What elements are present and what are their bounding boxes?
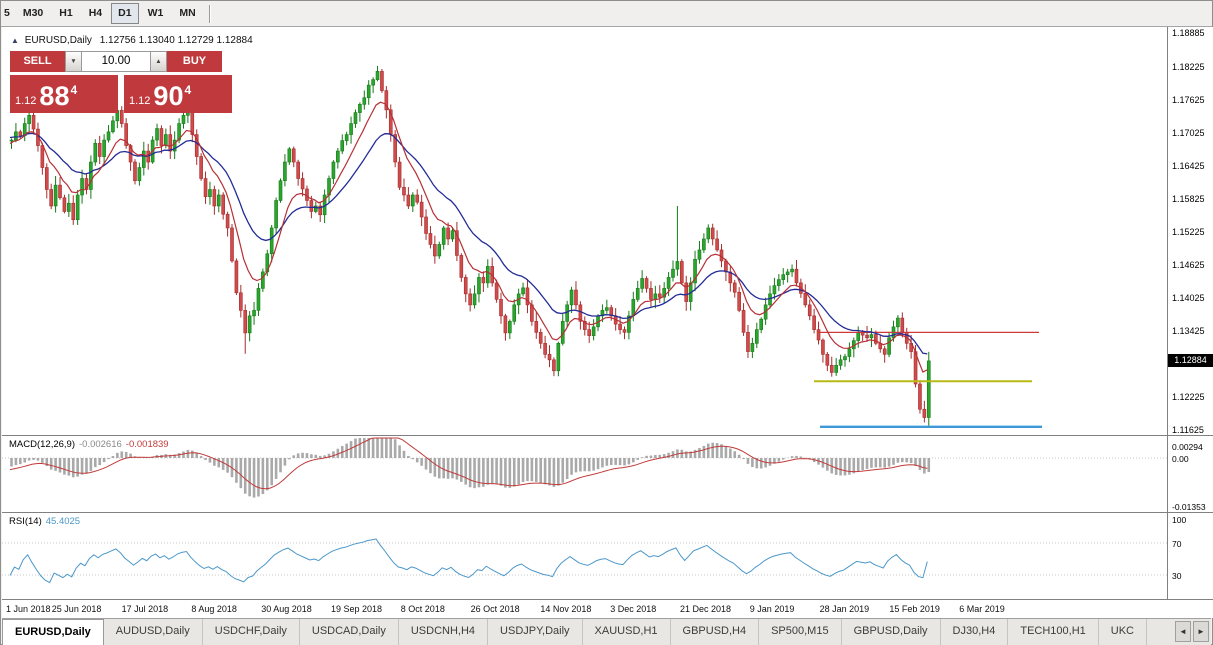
chart-ohlc-values: 1.12756 1.13040 1.12729 1.12884 bbox=[99, 35, 253, 46]
timeframe-button-w1[interactable]: W1 bbox=[147, 7, 164, 19]
symbol-tab-tech100[interactable]: TECH100,H1 bbox=[1008, 619, 1099, 645]
price-axis-label: 1.18225 bbox=[1172, 62, 1205, 73]
macd-axis-label: 0.00 bbox=[1172, 454, 1189, 464]
symbol-tab-ukc[interactable]: UKC bbox=[1099, 619, 1147, 645]
symbol-tab-usdjpy[interactable]: USDJPY,Daily bbox=[488, 619, 583, 645]
symbol-tab-gbpusd[interactable]: GBPUSD,H4 bbox=[671, 619, 760, 645]
macd-plot bbox=[2, 437, 1167, 498]
date-axis-label: 6 Mar 2019 bbox=[959, 604, 1005, 614]
symbol-tab-xauusd[interactable]: XAUUSD,H1 bbox=[583, 619, 671, 645]
macd-header: MACD(12,26,9) -0.002616 -0.001839 bbox=[9, 439, 169, 450]
macd-signal-value: -0.001839 bbox=[125, 439, 169, 450]
sell-price-button[interactable]: 1.12 88 4 bbox=[10, 75, 118, 113]
timeframe-button-m30[interactable]: M30 bbox=[22, 7, 44, 19]
one-click-trading-widget: SELL ▼ ▲ BUY 1.12 88 4 1.12 90 4 bbox=[10, 51, 232, 113]
symbol-tab-dj30[interactable]: DJ30,H4 bbox=[941, 619, 1009, 645]
candlestick-plot bbox=[9, 65, 1042, 429]
volume-input[interactable] bbox=[82, 51, 150, 72]
sell-price-pips: 88 bbox=[39, 81, 70, 111]
buy-price-pips: 90 bbox=[153, 81, 184, 111]
price-axis-label: 1.15825 bbox=[1172, 194, 1205, 205]
symbol-tab-usdcad[interactable]: USDCAD,Daily bbox=[300, 619, 399, 645]
sell-price-point: 4 bbox=[70, 83, 78, 97]
macd-axis-label: 0.00294 bbox=[1172, 442, 1203, 452]
date-axis-label: 17 Jul 2018 bbox=[121, 604, 169, 614]
sell-button[interactable]: SELL bbox=[10, 51, 65, 72]
date-axis-label: 21 Dec 2018 bbox=[680, 604, 732, 614]
price-axis-label: 1.17025 bbox=[1172, 128, 1205, 139]
date-axis-label: 15 Feb 2019 bbox=[889, 604, 940, 614]
rsi-panel: RSI(14) 45.4025 100 70 30 bbox=[2, 512, 1213, 599]
timeframe-button-h4[interactable]: H4 bbox=[88, 7, 103, 19]
buy-price-prefix: 1.12 bbox=[129, 95, 151, 107]
volume-decrease-button[interactable]: ▼ bbox=[65, 51, 82, 72]
rsi-axis-label: 100 bbox=[1172, 515, 1187, 525]
timeframe-toolbar: 5 M30 H1 H4 D1 W1 MN bbox=[1, 1, 1212, 27]
rsi-axis-label: 30 bbox=[1172, 571, 1182, 581]
sell-price-prefix: 1.12 bbox=[15, 95, 37, 107]
price-axis-label: 1.12225 bbox=[1172, 391, 1205, 402]
collapse-arrow-icon[interactable]: ▲ bbox=[11, 36, 19, 45]
timeframe-button-mn[interactable]: MN bbox=[179, 7, 196, 19]
price-axis-label: 1.16425 bbox=[1172, 161, 1205, 172]
symbol-tab-sp500[interactable]: SP500,M15 bbox=[759, 619, 842, 645]
symbol-tab-audusd[interactable]: AUDUSD,Daily bbox=[104, 619, 203, 645]
date-axis-label: 30 Aug 2018 bbox=[261, 604, 312, 614]
tab-scroll-right-icon[interactable]: ► bbox=[1193, 621, 1209, 642]
chart-title: ▲ EURUSD,Daily 1.12756 1.13040 1.12729 1… bbox=[11, 35, 253, 46]
chart-symbol-label: EURUSD,Daily bbox=[24, 35, 92, 46]
price-axis-label: 1.14625 bbox=[1172, 260, 1205, 271]
price-axis-label: 1.14025 bbox=[1172, 293, 1205, 303]
date-axis: 1 Jun 2018 25 Jun 2018 17 Jul 2018 8 Aug 20… bbox=[2, 599, 1213, 618]
price-axis: 1.12884 1.18885 1.18225 1.17625 1.17025 1.16… bbox=[1167, 27, 1213, 435]
rsi-name: RSI(14) bbox=[9, 516, 42, 527]
rsi-plot bbox=[2, 538, 1167, 584]
tab-scroll-buttons: ◄ ► bbox=[1175, 621, 1209, 642]
date-axis-label: 26 Oct 2018 bbox=[470, 604, 520, 614]
toolbar-separator bbox=[208, 4, 211, 23]
symbol-tab-bar: EURUSD,Daily AUDUSD,Daily USDCHF,Daily USDC… bbox=[2, 618, 1211, 645]
price-axis-label: 1.11625 bbox=[1172, 424, 1204, 435]
macd-name: MACD(12,26,9) bbox=[9, 439, 75, 450]
buy-button[interactable]: BUY bbox=[167, 51, 222, 72]
price-axis-label: 1.18885 bbox=[1172, 28, 1205, 38]
rsi-value: 45.4025 bbox=[45, 516, 81, 527]
date-axis-label: 14 Nov 2018 bbox=[540, 604, 592, 614]
date-axis-label: 19 Sep 2018 bbox=[331, 604, 383, 614]
macd-panel: MACD(12,26,9) -0.002616 -0.001839 0.00294 0… bbox=[2, 435, 1213, 512]
timeframe-button-d1[interactable]: D1 bbox=[111, 3, 139, 24]
buy-price-point: 4 bbox=[184, 83, 192, 97]
macd-axis-label: -0.01353 bbox=[1172, 502, 1206, 512]
rsi-axis: 100 70 30 bbox=[1167, 513, 1213, 599]
date-axis-label: 8 Aug 2018 bbox=[191, 604, 237, 614]
macd-axis: 0.00294 0.00 -0.01353 bbox=[1167, 436, 1213, 512]
timeframe-button-5[interactable]: 5 bbox=[4, 7, 10, 19]
price-axis-label: 1.15225 bbox=[1172, 227, 1205, 238]
buy-price-button[interactable]: 1.12 90 4 bbox=[124, 75, 232, 113]
symbol-tab-gbpusd[interactable]: GBPUSD,Daily bbox=[842, 619, 941, 645]
date-axis-label: 28 Jan 2019 bbox=[819, 604, 870, 614]
symbol-tab-usdcnh[interactable]: USDCNH,H4 bbox=[399, 619, 489, 645]
tab-scroll-left-icon[interactable]: ◄ bbox=[1175, 621, 1191, 642]
price-axis-label: 1.13425 bbox=[1172, 325, 1205, 336]
symbol-tab-eurusd[interactable]: EURUSD,Daily bbox=[2, 619, 104, 645]
date-axis-label: 3 Dec 2018 bbox=[610, 604, 657, 614]
macd-main-value: -0.002616 bbox=[79, 439, 122, 450]
price-axis-label: 1.17625 bbox=[1172, 95, 1205, 106]
date-axis-label: 9 Jan 2019 bbox=[749, 604, 795, 614]
date-axis-label: 1 Jun 2018 bbox=[6, 604, 51, 614]
current-price-tag: 1.12884 bbox=[1168, 354, 1213, 368]
volume-increase-button[interactable]: ▲ bbox=[150, 51, 167, 72]
date-axis-label: 8 Oct 2018 bbox=[400, 604, 445, 614]
rsi-axis-label: 70 bbox=[1172, 539, 1182, 549]
price-chart-panel: ▲ EURUSD,Daily 1.12756 1.13040 1.12729 1… bbox=[2, 27, 1213, 435]
symbol-tab-usdchf[interactable]: USDCHF,Daily bbox=[203, 619, 300, 645]
timeframe-button-h1[interactable]: H1 bbox=[59, 7, 73, 19]
rsi-header: RSI(14) 45.4025 bbox=[9, 516, 80, 527]
date-axis-label: 25 Jun 2018 bbox=[51, 604, 102, 614]
